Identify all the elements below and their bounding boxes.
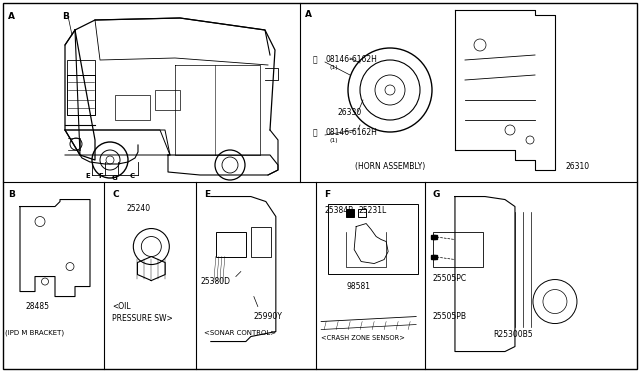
Text: C: C: [130, 173, 135, 179]
Text: E: E: [85, 173, 90, 179]
Bar: [216, 231, 246, 257]
Text: E: E: [204, 190, 210, 199]
Text: 25384B: 25384B: [324, 206, 353, 215]
Text: Ⓑ: Ⓑ: [313, 128, 317, 137]
Circle shape: [66, 263, 74, 270]
Circle shape: [505, 125, 515, 135]
Bar: [358, 209, 366, 217]
Text: R25300B5: R25300B5: [493, 330, 532, 339]
Text: 25990Y: 25990Y: [254, 311, 283, 321]
Bar: [251, 227, 271, 257]
Bar: [67, 60, 95, 75]
Circle shape: [474, 39, 486, 51]
Text: 25231L: 25231L: [358, 206, 387, 215]
Circle shape: [215, 150, 245, 180]
Text: 28485: 28485: [25, 302, 49, 311]
Circle shape: [385, 85, 395, 95]
Text: (1): (1): [330, 65, 339, 70]
Bar: [328, 203, 418, 273]
Circle shape: [70, 138, 82, 150]
Circle shape: [106, 156, 114, 164]
Bar: [155, 90, 180, 110]
Circle shape: [42, 278, 49, 285]
Circle shape: [375, 75, 405, 105]
Circle shape: [348, 48, 432, 132]
Circle shape: [222, 157, 238, 173]
Circle shape: [35, 217, 45, 227]
Text: G: G: [112, 175, 118, 181]
Bar: [346, 209, 354, 217]
Text: (1): (1): [330, 138, 339, 143]
Circle shape: [141, 237, 161, 257]
Text: C: C: [113, 190, 119, 199]
Text: Ⓑ: Ⓑ: [313, 55, 317, 64]
Text: B: B: [8, 190, 15, 199]
Text: <CRASH ZONE SENSOR>: <CRASH ZONE SENSOR>: [321, 334, 405, 340]
Bar: [433, 231, 483, 266]
Circle shape: [100, 150, 120, 170]
Text: A: A: [305, 10, 312, 19]
Text: 25505PC: 25505PC: [433, 273, 467, 283]
Bar: [115, 95, 150, 120]
Text: (IPD M BRACKET): (IPD M BRACKET): [5, 330, 64, 336]
Text: <OIL: <OIL: [113, 302, 131, 311]
Text: B: B: [62, 12, 69, 21]
Text: 26330: 26330: [338, 108, 362, 117]
Text: A: A: [8, 12, 15, 21]
Circle shape: [533, 279, 577, 324]
Text: 25505PB: 25505PB: [433, 311, 467, 321]
Text: (HORN ASSEMBLY): (HORN ASSEMBLY): [355, 162, 425, 171]
Text: 98581: 98581: [346, 282, 370, 291]
Circle shape: [543, 289, 567, 314]
Text: 25240: 25240: [126, 203, 150, 212]
Text: 26310: 26310: [565, 162, 589, 171]
Text: 25380D: 25380D: [201, 276, 231, 286]
Text: 08146-6162H: 08146-6162H: [326, 55, 378, 64]
Text: PRESSURE SW>: PRESSURE SW>: [113, 314, 173, 323]
Text: 08146-6162H: 08146-6162H: [326, 128, 378, 137]
Text: G: G: [433, 190, 440, 199]
Circle shape: [526, 136, 534, 144]
Text: F: F: [324, 190, 330, 199]
Circle shape: [92, 142, 128, 178]
Circle shape: [133, 228, 170, 264]
Circle shape: [360, 60, 420, 120]
Text: <SONAR CONTROL>: <SONAR CONTROL>: [204, 330, 276, 336]
Text: F: F: [98, 173, 103, 179]
